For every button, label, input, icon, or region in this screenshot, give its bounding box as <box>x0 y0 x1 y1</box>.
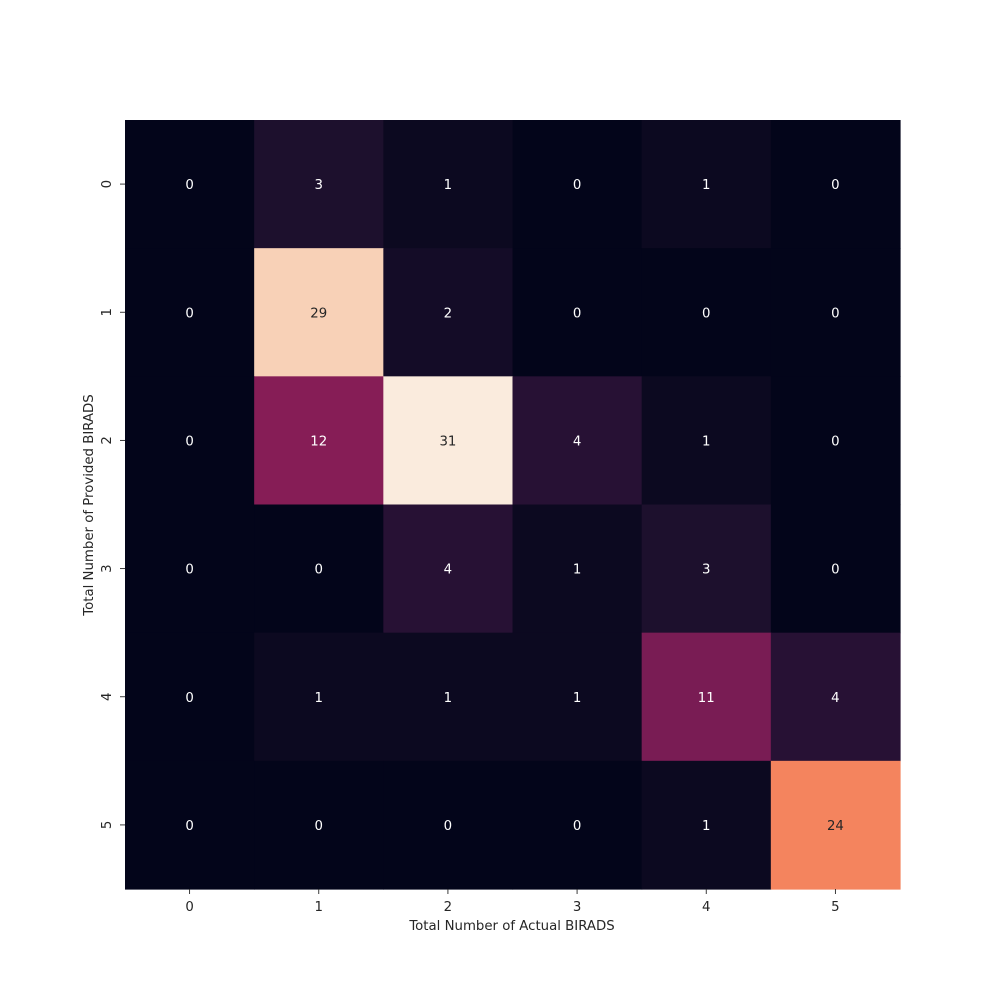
heatmap-cell <box>383 632 514 762</box>
cell-value-label: 4 <box>831 691 839 706</box>
heatmap-cell <box>512 248 643 377</box>
y-tick-label: 4 <box>100 693 115 701</box>
heatmap-cell <box>641 632 772 762</box>
y-tick-label: 2 <box>100 436 115 444</box>
cell-value-label: 0 <box>831 434 839 449</box>
heatmap-cell <box>512 504 643 634</box>
cell-value-label: 0 <box>573 306 581 321</box>
x-axis-label: Total Number of Actual BIRADS <box>408 919 614 934</box>
heatmap-cells: 0 3 1 0 1 00 29 2 0 0 00 12 31 4 1 00 0 4 1 3 00 1 1 1 11 40 0 0 0 1 2… <box>125 120 901 890</box>
heatmap-cell <box>254 248 384 377</box>
cell-value-label: 0 <box>185 819 193 834</box>
cell-value-label: 0 <box>444 819 452 834</box>
cell-value-label: 2 <box>444 306 452 321</box>
cell-value-label: 1 <box>702 434 710 449</box>
cell-value-label: 29 <box>310 306 327 321</box>
heatmap-cell <box>383 120 514 249</box>
cell-value-label: 31 <box>439 434 456 449</box>
heatmap-cell <box>770 632 901 762</box>
cell-value-label: 0 <box>573 819 581 834</box>
heatmap-cell <box>770 248 901 377</box>
cell-value-label: 1 <box>573 563 581 578</box>
heatmap-cell <box>254 760 384 890</box>
cell-value-label: 0 <box>315 563 323 578</box>
cell-value-label: 0 <box>315 819 323 834</box>
heatmap-cell <box>254 632 384 762</box>
heatmap-cell <box>125 248 255 377</box>
cell-value-label: 0 <box>185 306 193 321</box>
cell-value-label: 1 <box>702 819 710 834</box>
cell-value-label: 0 <box>702 306 710 321</box>
cell-value-label: 1 <box>444 691 452 706</box>
y-tick-label: 1 <box>100 308 115 316</box>
heatmap-cell <box>641 504 772 634</box>
heatmap-cell <box>125 120 255 249</box>
x-tick-label: 3 <box>573 900 581 915</box>
heatmap-cell <box>383 376 514 506</box>
y-tick-label: 5 <box>100 821 115 829</box>
cell-value-label: 1 <box>315 691 323 706</box>
heatmap-cell <box>254 120 384 249</box>
cell-value-label: 4 <box>444 563 452 578</box>
heatmap-cell <box>770 120 901 249</box>
heatmap-cell <box>125 632 255 762</box>
heatmap-cell <box>254 504 384 634</box>
cell-value-label: 0 <box>831 178 839 193</box>
cell-value-label: 24 <box>827 819 844 834</box>
heatmap-cell <box>125 760 255 890</box>
heatmap-cell <box>641 376 772 506</box>
x-tick-label: 2 <box>444 900 452 915</box>
heatmap-cell <box>125 376 255 506</box>
heatmap-cell <box>641 760 772 890</box>
cell-value-label: 3 <box>315 178 323 193</box>
heatmap-cell <box>770 504 901 634</box>
cell-value-label: 0 <box>185 178 193 193</box>
heatmap-cell <box>512 120 643 249</box>
cell-value-label: 0 <box>831 306 839 321</box>
heatmap-cell <box>770 376 901 506</box>
heatmap-cell <box>383 248 514 377</box>
cell-value-label: 1 <box>702 178 710 193</box>
cell-value-label: 0 <box>185 434 193 449</box>
cell-value-label: 11 <box>698 691 715 706</box>
heatmap-cell <box>125 504 255 634</box>
heatmap-cell <box>383 760 514 890</box>
y-axis: 0 1 2 3 4 5 <box>100 180 125 829</box>
y-tick-label: 3 <box>100 564 115 572</box>
heatmap-cell <box>641 120 772 249</box>
heatmap-cell <box>512 376 643 506</box>
heatmap-cell <box>383 504 514 634</box>
heatmap-cell <box>254 376 384 506</box>
heatmap-cell <box>512 760 643 890</box>
cell-value-label: 0 <box>573 178 581 193</box>
x-tick-label: 5 <box>831 900 839 915</box>
y-axis-label: Total Number of Provided BIRADS <box>82 394 97 616</box>
cell-value-label: 4 <box>573 434 581 449</box>
cell-value-label: 0 <box>831 563 839 578</box>
y-tick-label: 0 <box>100 180 115 188</box>
heatmap-cell <box>770 760 901 890</box>
x-tick-label: 1 <box>315 900 323 915</box>
x-axis: 0 1 2 3 4 5 <box>185 889 840 915</box>
cell-value-label: 0 <box>185 691 193 706</box>
heatmap-cell <box>641 248 772 377</box>
cell-value-label: 1 <box>573 691 581 706</box>
cell-value-label: 1 <box>444 178 452 193</box>
cell-value-label: 12 <box>310 434 327 449</box>
x-tick-label: 0 <box>185 900 193 915</box>
cell-value-label: 0 <box>185 563 193 578</box>
cell-value-label: 3 <box>702 563 710 578</box>
heatmap-cell <box>512 632 643 762</box>
x-tick-label: 4 <box>702 900 710 915</box>
